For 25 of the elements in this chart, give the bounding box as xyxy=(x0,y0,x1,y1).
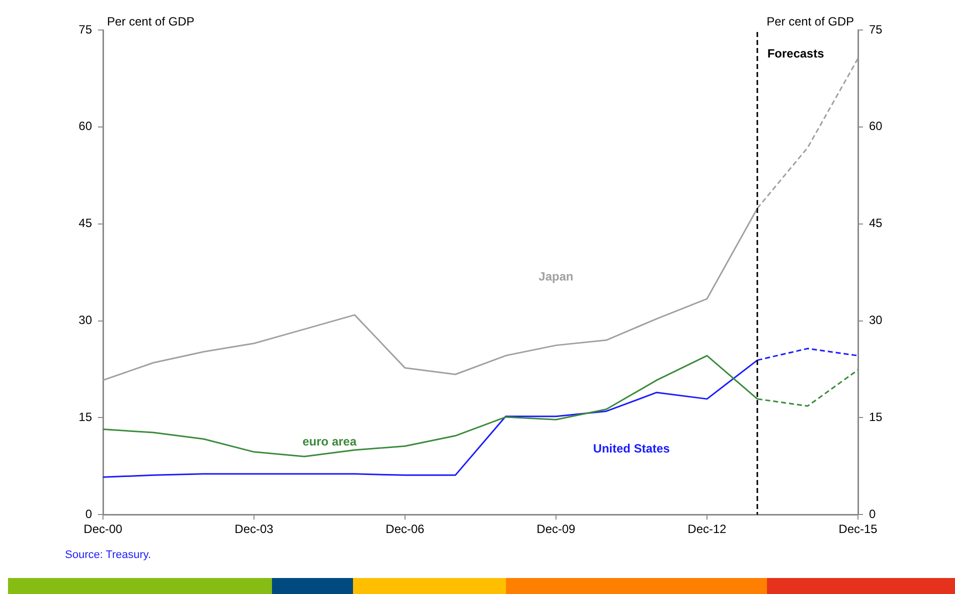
y-tick-label: 30 xyxy=(78,313,92,328)
x-tick-label: Dec-12 xyxy=(688,522,727,536)
series-label: euro area xyxy=(302,434,357,448)
y-axis-title: Per cent of GDP xyxy=(107,14,194,28)
y2-tick-label: 30 xyxy=(869,313,883,328)
text: United States xyxy=(593,442,670,456)
y2-axis-title: Per cent of GDP xyxy=(766,14,854,28)
y-tick-label: 15 xyxy=(78,410,92,424)
y-tick-label: 75 xyxy=(78,22,92,36)
source-note: Source: Treasury. xyxy=(65,549,151,561)
y-tick-label: 0 xyxy=(85,506,92,521)
y2-tick-label: 0 xyxy=(869,506,876,521)
y2-tick-label: 45 xyxy=(869,216,883,230)
y2-tick-label: 75 xyxy=(869,22,883,36)
x-tick-label: Dec-06 xyxy=(386,522,425,536)
y2-tick-label: 60 xyxy=(869,119,883,134)
x-tick-label: Dec-15 xyxy=(838,522,878,536)
ref-line-label: Forecasts xyxy=(767,46,824,60)
x-tick-label: Dec-00 xyxy=(84,522,123,536)
y-tick-label: 60 xyxy=(78,119,92,134)
y-tick-label: 45 xyxy=(78,216,92,230)
x-tick-label: Dec-03 xyxy=(234,522,274,536)
y2-tick-label: 15 xyxy=(869,410,883,424)
text: Japan xyxy=(538,270,574,284)
x-tick-label: Dec-09 xyxy=(536,522,576,536)
